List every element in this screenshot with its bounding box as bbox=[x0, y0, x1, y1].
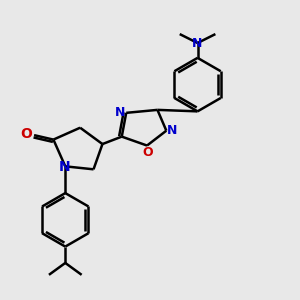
Text: O: O bbox=[142, 146, 153, 159]
Text: N: N bbox=[59, 160, 70, 174]
Text: N: N bbox=[167, 124, 178, 136]
Text: O: O bbox=[21, 127, 33, 141]
Text: N: N bbox=[192, 37, 203, 50]
Text: N: N bbox=[115, 106, 125, 119]
